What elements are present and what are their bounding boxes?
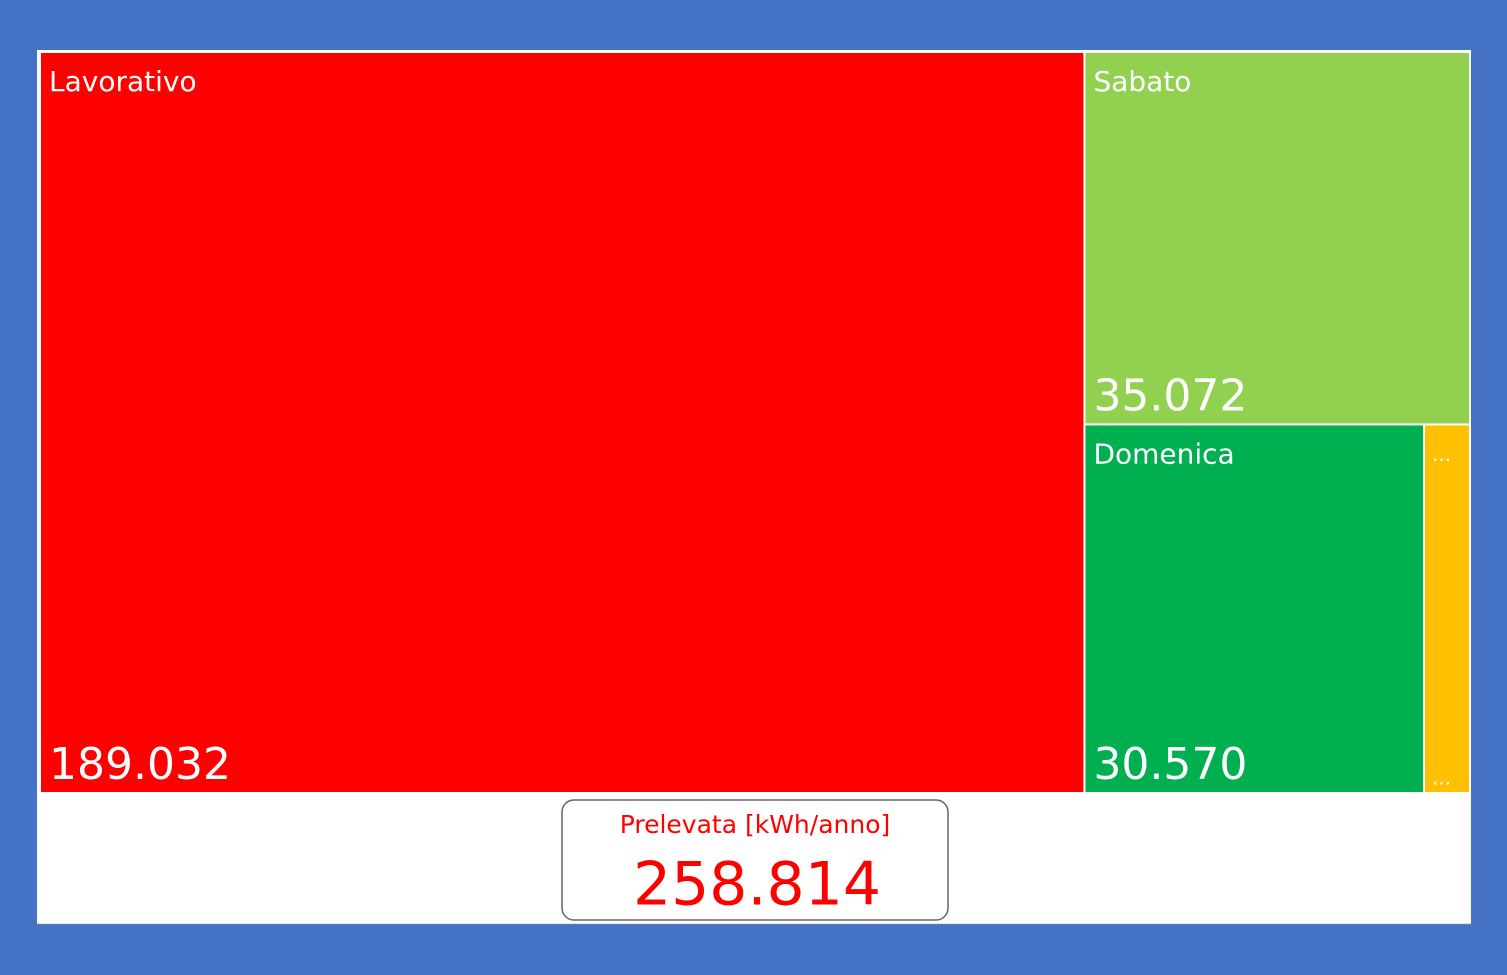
- tile: [1085, 53, 1469, 424]
- card: [561, 799, 949, 921]
- tile-label: Domenica: [1093, 437, 1234, 470]
- tile: [41, 53, 1084, 792]
- tile-label: Sabato: [1093, 65, 1191, 98]
- card-value: 258.814: [633, 850, 881, 920]
- tile-label: ...: [1432, 442, 1451, 466]
- tile-value: 30.570: [1093, 739, 1247, 790]
- treemap: Lavorativo 189.032 Sabato 35.072 Domenica 30.…: [41, 53, 1469, 792]
- tile-value: 35.072: [1093, 370, 1247, 421]
- tile-value: ...: [1432, 766, 1451, 790]
- tile-label: Lavorativo: [49, 65, 197, 98]
- card-title: Prelevata [kWh/anno]: [620, 810, 891, 839]
- tile-value: 189.032: [49, 739, 231, 790]
- tile: [1425, 425, 1469, 792]
- tile: [1085, 425, 1424, 792]
